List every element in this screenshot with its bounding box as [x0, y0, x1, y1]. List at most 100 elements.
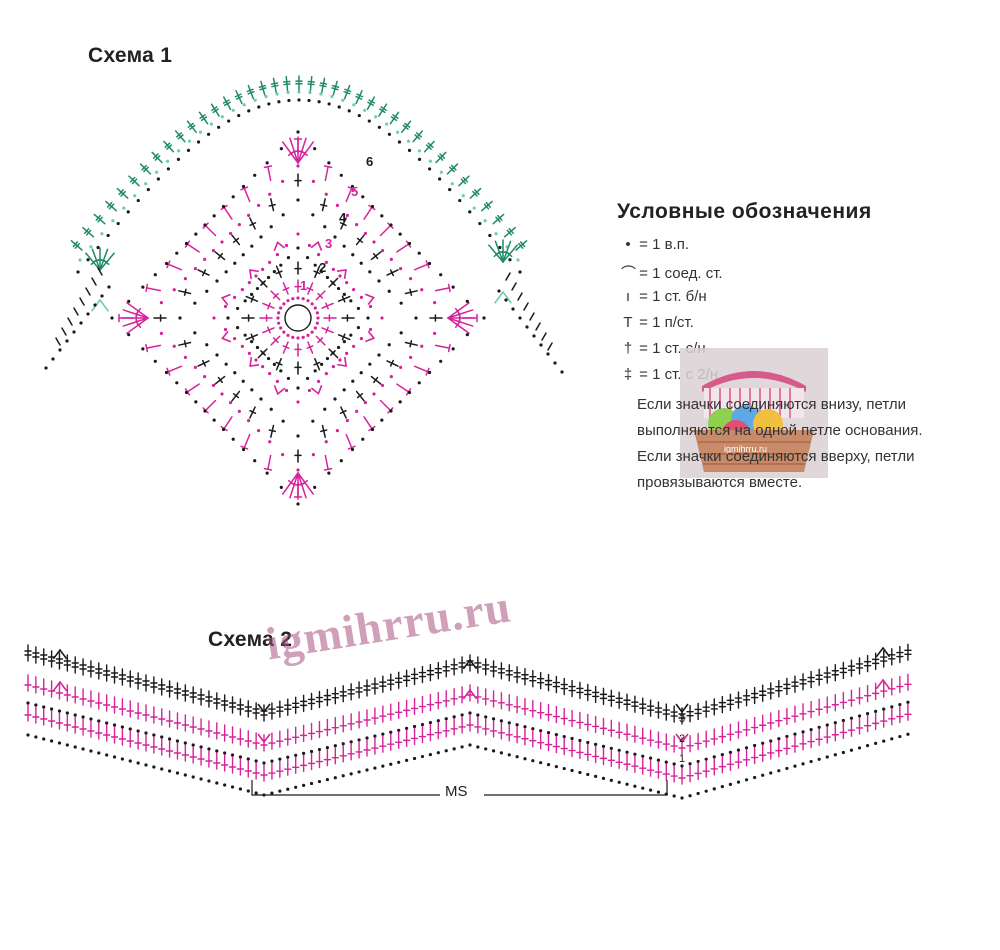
legend-note-line: Если значки соединяются внизу, петли	[637, 396, 907, 413]
stitch-mark	[347, 743, 355, 761]
chain-stitch-mark	[241, 184, 246, 189]
chain-stitch-mark	[93, 303, 97, 307]
chain-stitch-mark	[465, 299, 469, 303]
chain-stitch-mark	[212, 214, 216, 218]
stitch-mark	[568, 709, 576, 728]
stitch-mark	[847, 719, 856, 737]
chain-stitch-mark	[203, 223, 207, 227]
stitch-mark	[863, 654, 872, 673]
stitch-mark	[418, 695, 427, 714]
chain-stitch-mark	[890, 737, 894, 741]
chain-stitch-mark	[58, 348, 62, 352]
chain-stitch-mark	[205, 289, 209, 293]
stitch-mark	[807, 670, 815, 689]
stitch-mark	[189, 716, 197, 734]
stitch-mark	[63, 654, 72, 672]
chain-stitch-mark	[345, 351, 349, 355]
round-number: 6	[366, 154, 373, 169]
chain-stitch-mark	[357, 738, 361, 742]
stitch-mark	[370, 251, 382, 261]
chain-stitch-mark	[720, 753, 724, 757]
stitch-mark	[268, 424, 276, 438]
chain-stitch-mark	[254, 274, 258, 278]
chain-stitch-mark	[100, 294, 104, 298]
v-stitch-mark	[462, 658, 478, 670]
chain-stitch-mark	[78, 258, 82, 262]
chain-stitch-mark	[825, 723, 829, 727]
stitch-mark	[387, 733, 395, 751]
stitch-mark	[134, 702, 142, 720]
chain-stitch-mark	[333, 235, 337, 239]
stitch-mark	[102, 694, 111, 712]
stitch-mark	[294, 279, 302, 293]
stitch-mark	[320, 424, 328, 438]
stitch-mark	[855, 687, 864, 705]
stitch-mark	[189, 746, 197, 764]
chain-stitch-mark	[436, 751, 440, 755]
chain-stitch-mark	[625, 750, 629, 754]
chain-stitch-mark	[439, 170, 443, 174]
stitch-mark	[775, 679, 783, 698]
chain-stitch-mark	[261, 281, 265, 285]
stitch-mark	[228, 756, 237, 774]
chain-stitch-mark	[230, 785, 235, 789]
stitch-mark	[371, 737, 379, 755]
chain-stitch-mark	[279, 306, 283, 310]
chain-stitch-mark	[476, 713, 480, 717]
chain-stitch-mark	[107, 285, 111, 289]
chain-stitch-mark	[389, 223, 393, 227]
chain-stitch-mark	[250, 388, 254, 392]
chain-stitch-mark	[825, 755, 829, 759]
chain-stitch-mark	[81, 715, 85, 719]
stitch-mark	[413, 365, 430, 376]
chain-stitch-mark	[357, 113, 361, 118]
chain-stitch-mark	[261, 267, 265, 271]
stitch-mark	[815, 728, 823, 747]
chain-stitch-mark	[230, 753, 235, 757]
stitch-mark	[263, 165, 273, 182]
chain-stitch-mark	[224, 270, 228, 274]
chain-stitch-mark	[232, 336, 237, 341]
stitch-mark	[855, 657, 864, 675]
stitch-mark	[880, 650, 888, 668]
chain-stitch-mark	[262, 761, 266, 765]
stitch-mark	[355, 234, 365, 246]
chain-stitch-mark	[89, 717, 93, 721]
chain-stitch-mark	[395, 130, 400, 134]
chain-stitch-mark	[193, 266, 198, 271]
chain-stitch-mark	[231, 437, 235, 441]
chain-stitch-mark	[257, 105, 261, 109]
legend-note-line: выполняются на одной петле основания.	[637, 422, 923, 439]
stitch-mark	[823, 726, 831, 744]
stitch-mark	[474, 686, 482, 704]
chain-stitch-mark	[478, 221, 482, 226]
stitch-mark	[307, 692, 316, 711]
stitch-mark	[142, 674, 150, 692]
stitch-mark	[442, 660, 450, 678]
stitch-mark	[355, 90, 364, 105]
stitch-mark	[831, 694, 840, 712]
stitch-mark	[118, 728, 127, 746]
chain-stitch-mark	[352, 288, 356, 292]
stitch-mark	[323, 165, 333, 182]
chain-stitch-mark	[753, 775, 757, 780]
chain-stitch-mark	[461, 194, 465, 198]
chain-stitch-mark	[874, 709, 878, 713]
chain-stitch-mark	[345, 213, 350, 218]
chain-stitch-mark	[365, 736, 369, 740]
chain-stitch-mark	[601, 776, 606, 780]
chain-stitch-mark	[168, 769, 172, 773]
chain-stitch-mark	[97, 751, 101, 755]
stitch-mark	[71, 716, 79, 734]
chain-stitch-mark	[175, 771, 180, 775]
chain-stitch-mark	[215, 781, 219, 785]
dagger-icon: †	[623, 340, 633, 357]
chain-stitch-mark	[243, 299, 247, 303]
chain-stitch-mark	[617, 780, 621, 784]
chain-stitch-mark	[233, 261, 237, 265]
stitch-mark	[502, 244, 518, 263]
chain-stitch-mark	[525, 325, 529, 329]
chain-stitch-mark	[317, 779, 322, 784]
stitch-mark	[307, 752, 316, 771]
chain-stitch-mark	[753, 743, 757, 748]
